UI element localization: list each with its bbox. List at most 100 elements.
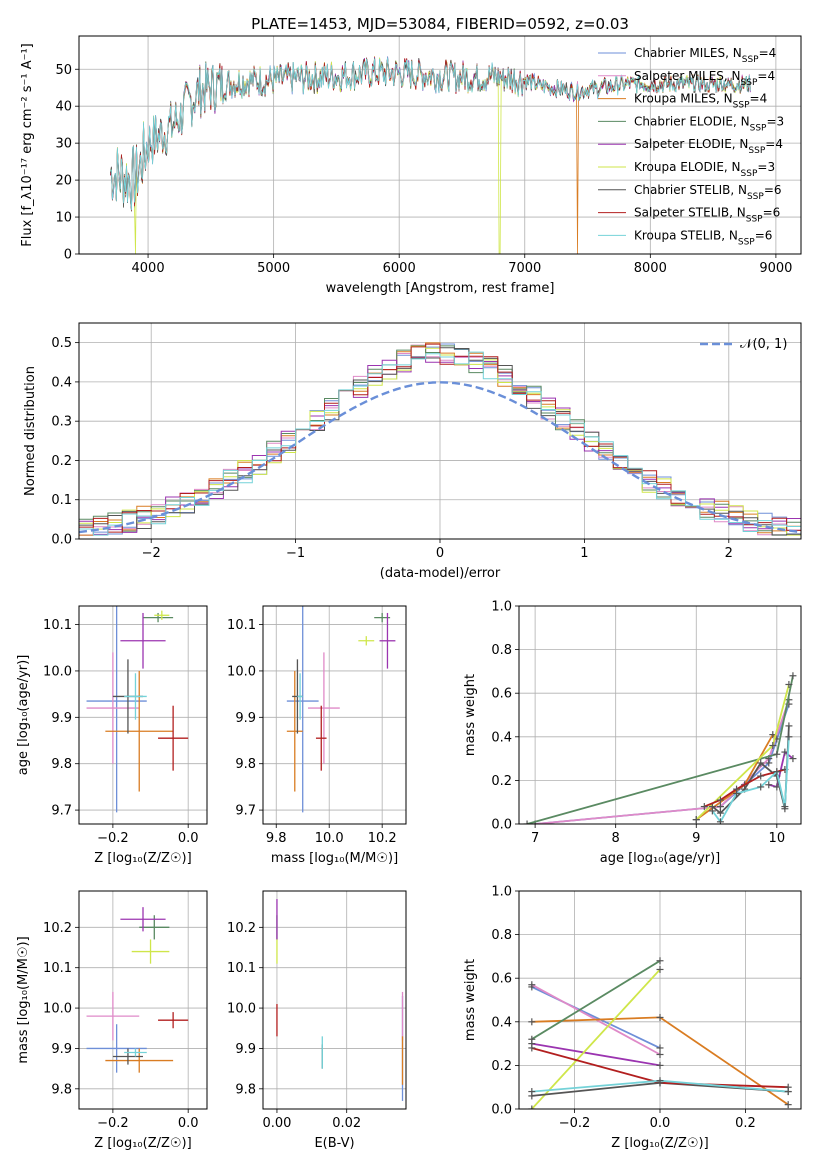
y-tick-label: 9.7 bbox=[51, 804, 72, 819]
series-salpeter-elodie bbox=[531, 1042, 661, 1067]
x-tick-label: 10.0 bbox=[315, 831, 344, 846]
x-tick-label: 8 bbox=[612, 831, 620, 846]
x-tick-label: −1 bbox=[286, 546, 305, 561]
axes-mass-vs-EBV: 0.00 0.02 9.8 9.9 10.0 10.1 10.2 E(B-V) bbox=[227, 890, 407, 1151]
data-marker bbox=[716, 796, 724, 804]
y-tick-label: 0.6 bbox=[491, 687, 512, 702]
errorbar-point bbox=[297, 673, 303, 720]
x-axis-label: mass [log₁₀(M/M☉)] bbox=[271, 851, 398, 866]
axes-spectrum: 4000 5000 6000 7000 8000 9000 0 10 20 30 40 50 wavel… bbox=[20, 35, 802, 296]
y-tick-label: 10.0 bbox=[43, 1002, 72, 1017]
y-tick-label: 0.1 bbox=[51, 493, 72, 508]
x-tick-label: 5000 bbox=[257, 261, 290, 276]
plot-area bbox=[528, 957, 792, 1109]
x-tick-label: 10.2 bbox=[368, 831, 397, 846]
y-tick-label: 10.1 bbox=[227, 618, 256, 633]
x-tick-label: 6000 bbox=[383, 261, 416, 276]
data-marker bbox=[773, 768, 781, 776]
y-tick-label: 30 bbox=[55, 137, 72, 152]
plot-area bbox=[86, 606, 189, 813]
data-marker bbox=[784, 1088, 792, 1096]
axes-frame bbox=[262, 890, 407, 1110]
data-marker bbox=[528, 1105, 536, 1109]
data-marker bbox=[781, 803, 789, 811]
y-tick-label: 0.0 bbox=[491, 818, 512, 833]
y-tick-label: 0.4 bbox=[51, 375, 72, 390]
y-tick-label: 0.2 bbox=[51, 454, 72, 469]
histogram-salpeter-stelib bbox=[79, 343, 801, 539]
data-marker bbox=[769, 742, 777, 750]
axes-frame bbox=[262, 605, 407, 825]
x-axis-label: Z [log₁₀(Z/Z☉)] bbox=[94, 1136, 191, 1151]
y-tick-label: 10 bbox=[55, 211, 72, 226]
errorbar-point bbox=[86, 652, 140, 764]
x-axis-label: E(B-V) bbox=[314, 1136, 354, 1151]
x-tick-label: −2 bbox=[142, 546, 161, 561]
x-tick-label: 0.00 bbox=[262, 1116, 291, 1131]
y-tick-label: 1.0 bbox=[491, 600, 512, 615]
plot-area bbox=[86, 907, 189, 1073]
axes-frame bbox=[518, 890, 802, 1110]
errorbar-point bbox=[120, 612, 166, 669]
x-tick-label: −0.2 bbox=[97, 1116, 129, 1131]
y-tick-label: 0.2 bbox=[491, 774, 512, 789]
data-marker bbox=[656, 1051, 664, 1058]
x-tick-label: −0.2 bbox=[97, 831, 129, 846]
y-axis-label: mass weight bbox=[463, 674, 478, 756]
data-marker bbox=[700, 803, 708, 811]
plot-area bbox=[110, 56, 751, 254]
x-tick-label: 10 bbox=[769, 831, 786, 846]
y-tick-label: 0.8 bbox=[491, 643, 512, 658]
axes-age-vs-Z: −0.2 0.0 9.7 9.8 9.9 10.0 10.1 Z [log₁₀(Z/Z☉)] a… bbox=[16, 605, 208, 866]
errorbar-point bbox=[86, 991, 140, 1041]
y-tick-label: 9.9 bbox=[235, 711, 256, 726]
data-marker bbox=[528, 1044, 536, 1052]
axes-age-vs-mass: 9.8 10.0 10.2 9.7 9.8 9.9 10.0 10.1 mass [log₁₀(… bbox=[227, 605, 407, 866]
x-tick-label: 9.8 bbox=[266, 831, 287, 846]
y-tick-label: 0.4 bbox=[491, 1015, 512, 1030]
y-axis-label: mass weight bbox=[463, 959, 478, 1041]
data-marker bbox=[733, 789, 741, 797]
errorbar-point bbox=[308, 652, 340, 764]
plot-area bbox=[523, 672, 797, 824]
x-tick-label: 8000 bbox=[634, 261, 667, 276]
errorbar-point bbox=[379, 612, 396, 669]
data-marker bbox=[528, 981, 536, 989]
axes-frame bbox=[78, 35, 802, 255]
data-marker bbox=[789, 755, 797, 763]
axes-frame bbox=[78, 890, 208, 1110]
y-tick-label: 10.0 bbox=[227, 1002, 256, 1017]
x-tick-label: 9 bbox=[692, 831, 700, 846]
data-marker bbox=[757, 783, 765, 791]
data-marker bbox=[785, 680, 793, 688]
errorbar-point bbox=[154, 610, 170, 620]
y-tick-label: 0.5 bbox=[51, 336, 72, 351]
data-marker bbox=[784, 1101, 792, 1109]
x-tick-label: 0.0 bbox=[178, 1116, 199, 1131]
errorbar-point bbox=[105, 670, 174, 792]
spectrum-line-kroupa-stelib bbox=[110, 57, 751, 211]
y-tick-label: 0.0 bbox=[491, 1103, 512, 1118]
y-tick-label: 50 bbox=[55, 63, 72, 78]
data-marker bbox=[692, 816, 700, 824]
gaussian-curve bbox=[79, 381, 801, 534]
plot-area bbox=[286, 606, 396, 813]
y-tick-label: 0.6 bbox=[491, 972, 512, 987]
errorbar-point bbox=[315, 705, 327, 771]
y-tick-label: 0.4 bbox=[491, 730, 512, 745]
y-tick-label: 10.2 bbox=[227, 921, 256, 936]
y-tick-label: 0.2 bbox=[491, 1059, 512, 1074]
x-axis-label: Z [log₁₀(Z/Z☉)] bbox=[611, 1136, 708, 1151]
x-tick-label: 2 bbox=[725, 546, 733, 561]
y-tick-label: 10.0 bbox=[43, 664, 72, 679]
errorbar-point bbox=[124, 1048, 147, 1057]
errorbar-point bbox=[131, 939, 170, 964]
y-tick-label: 0.8 bbox=[491, 928, 512, 943]
axes-residual: −2 −1 0 1 2 0.0 0.1 0.2 0.3 0.4 0.5 (data-model)/er… bbox=[23, 322, 802, 581]
errorbar-point bbox=[158, 705, 189, 771]
errorbar-point bbox=[86, 606, 147, 813]
y-tick-label: 10.2 bbox=[43, 921, 72, 936]
y-tick-label: 9.8 bbox=[51, 757, 72, 772]
data-marker bbox=[656, 957, 664, 965]
errorbar-point bbox=[286, 670, 303, 792]
